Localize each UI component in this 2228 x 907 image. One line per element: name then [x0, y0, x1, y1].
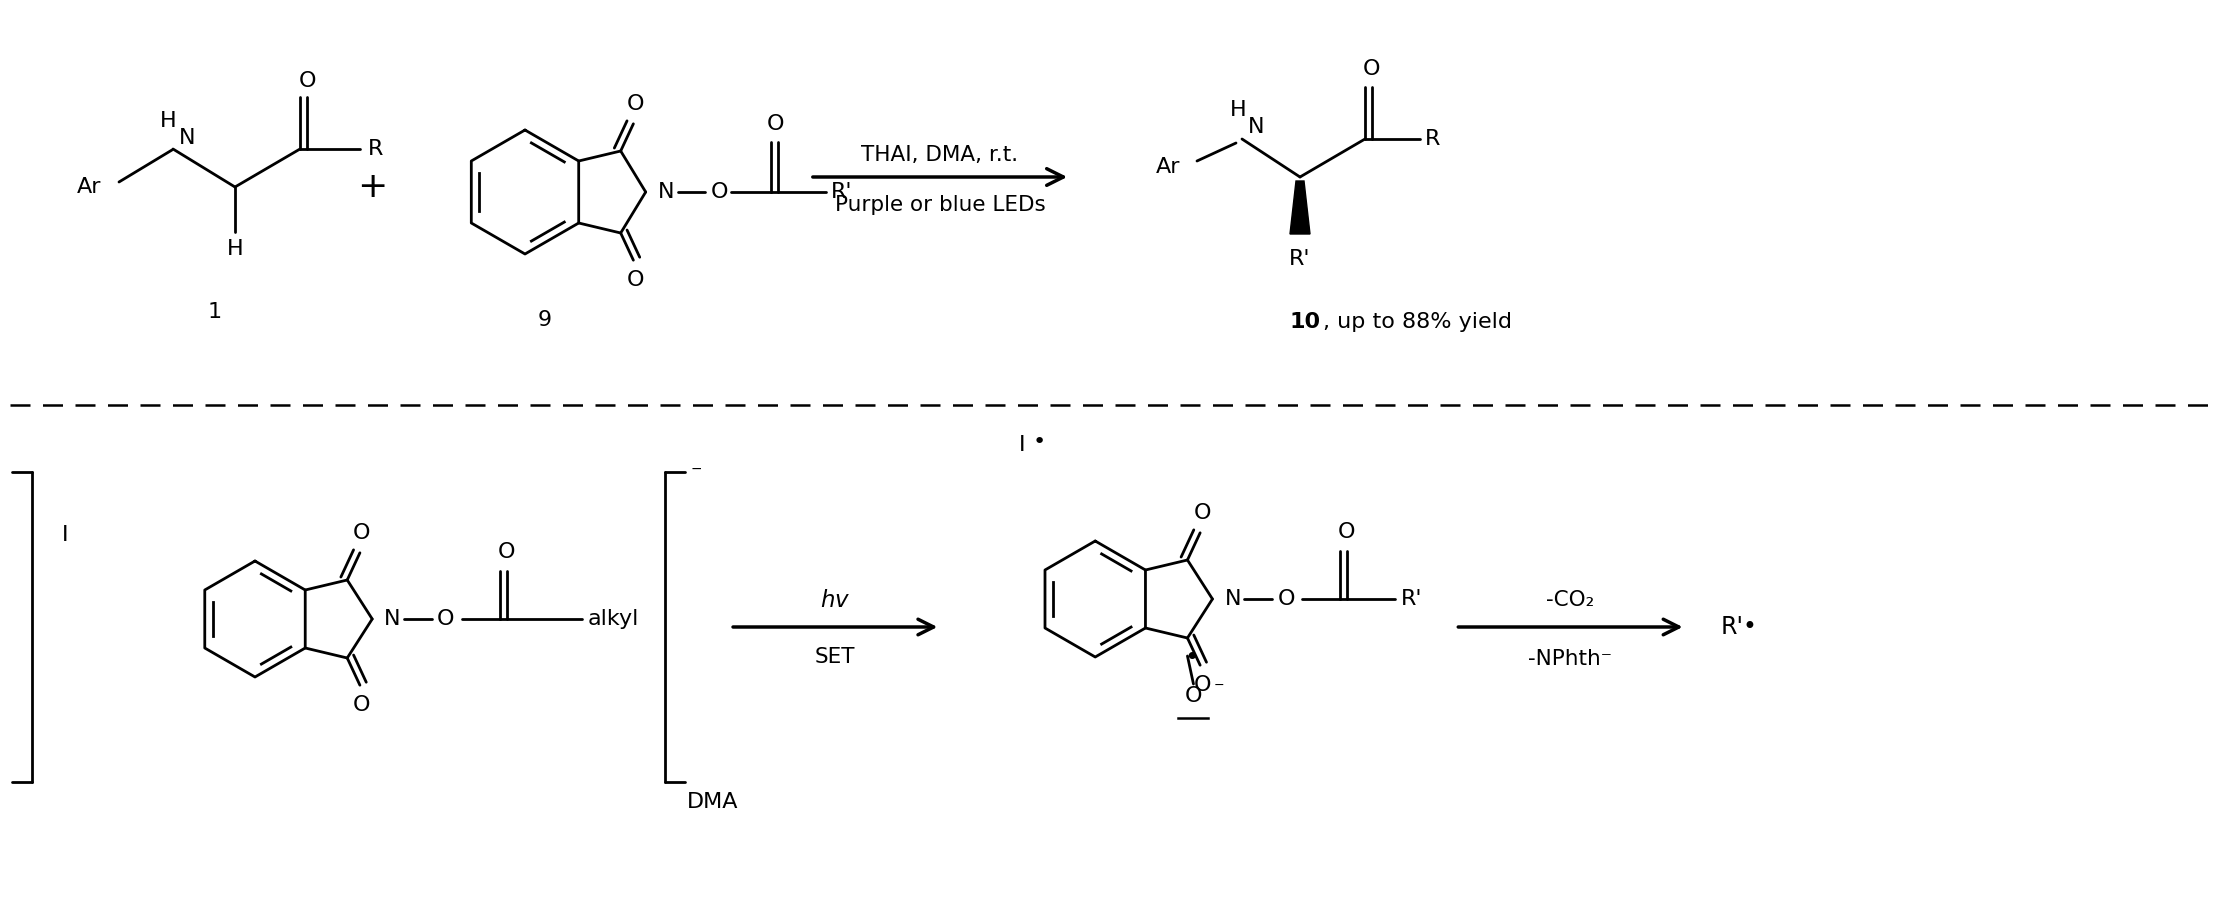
- Text: O: O: [1194, 502, 1210, 522]
- Text: N: N: [1248, 117, 1266, 137]
- Polygon shape: [1290, 181, 1310, 234]
- Text: -NPhth⁻: -NPhth⁻: [1528, 649, 1613, 669]
- Text: R: R: [1426, 129, 1439, 149]
- Text: -CO₂: -CO₂: [1546, 590, 1595, 610]
- Text: 1: 1: [207, 302, 223, 322]
- Text: SET: SET: [815, 647, 856, 667]
- Text: O: O: [437, 609, 455, 629]
- Text: H: H: [1230, 100, 1245, 120]
- Text: N: N: [657, 182, 675, 202]
- Text: N: N: [383, 609, 401, 629]
- Text: O: O: [1277, 589, 1294, 609]
- Text: , up to 88% yield: , up to 88% yield: [1323, 312, 1513, 332]
- Text: $^{-}$: $^{-}$: [1214, 681, 1225, 699]
- Text: I: I: [1018, 435, 1025, 455]
- Text: O: O: [1337, 522, 1355, 542]
- Text: O: O: [354, 695, 370, 716]
- Text: R'•: R'•: [1720, 615, 1758, 639]
- Text: R': R': [831, 182, 851, 202]
- Text: O: O: [626, 270, 644, 290]
- Text: alkyl: alkyl: [588, 609, 639, 629]
- Text: Ar: Ar: [76, 177, 100, 197]
- Text: H: H: [160, 111, 176, 131]
- Text: N: N: [1225, 589, 1241, 609]
- Text: O: O: [1194, 675, 1210, 695]
- Text: +: +: [356, 170, 388, 204]
- Text: O: O: [354, 522, 370, 542]
- Text: •: •: [1183, 646, 1199, 670]
- Text: O: O: [1185, 686, 1203, 706]
- Text: R': R': [1290, 249, 1310, 269]
- Text: Ar: Ar: [1156, 157, 1181, 177]
- Text: DMA: DMA: [686, 792, 740, 812]
- Text: O: O: [497, 542, 515, 562]
- Text: •: •: [1032, 432, 1045, 452]
- Text: R': R': [1401, 589, 1421, 609]
- Text: O: O: [626, 93, 644, 113]
- Text: R: R: [368, 139, 383, 159]
- Text: $^{-}$: $^{-}$: [691, 464, 702, 483]
- Text: H: H: [227, 239, 243, 259]
- Text: O: O: [299, 71, 316, 91]
- Text: 9: 9: [537, 310, 553, 330]
- Text: O: O: [766, 114, 784, 134]
- Text: $hv$: $hv$: [820, 589, 851, 612]
- Text: O: O: [711, 182, 729, 202]
- Text: Purple or blue LEDs: Purple or blue LEDs: [836, 195, 1045, 215]
- Text: I: I: [62, 525, 69, 545]
- Text: 10: 10: [1290, 312, 1321, 332]
- Text: O: O: [1361, 59, 1379, 79]
- Text: N: N: [178, 128, 196, 148]
- Text: THAI, DMA, r.t.: THAI, DMA, r.t.: [862, 145, 1018, 165]
